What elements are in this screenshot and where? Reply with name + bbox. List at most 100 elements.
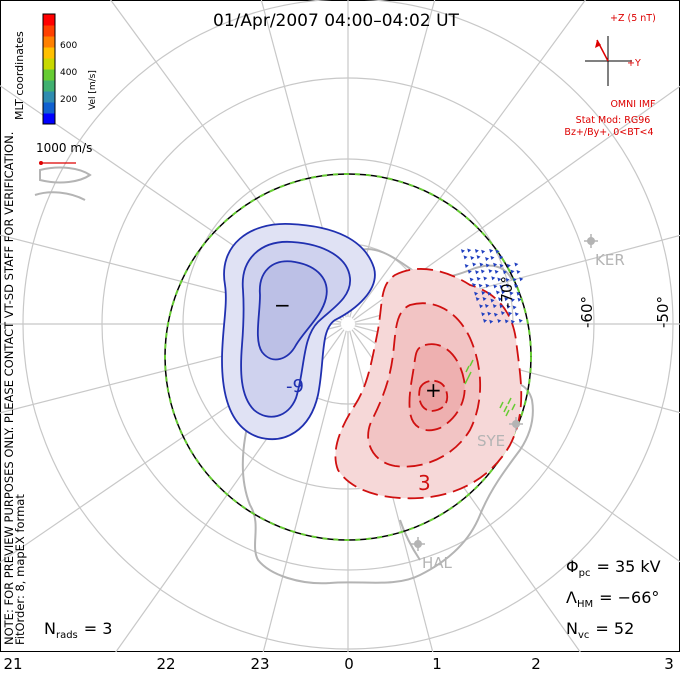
velocity-vector bbox=[483, 276, 488, 281]
velocity-vector bbox=[514, 262, 519, 267]
velocity-vector bbox=[516, 291, 521, 296]
velocity-vector bbox=[485, 256, 490, 261]
imf-model-2: Bz+/By+, 0<BT<4 bbox=[564, 127, 653, 138]
velocity-vector bbox=[467, 371, 472, 379]
preview-note: NOTE: FOR PREVIEW PURPOSES ONLY. PLEASE … bbox=[2, 132, 16, 645]
hmb-boundary-green bbox=[164, 173, 532, 541]
velocity-vector bbox=[493, 284, 498, 289]
mlt-tick: 2 bbox=[531, 655, 541, 673]
colorbar-frame bbox=[42, 13, 56, 125]
velocity-vector bbox=[495, 290, 500, 295]
velocity-vector bbox=[504, 297, 509, 302]
velocity-vector bbox=[512, 305, 517, 310]
velocity-vector bbox=[518, 318, 523, 323]
velocity-vector bbox=[467, 269, 472, 274]
velocity-vector bbox=[502, 270, 507, 275]
mlt-tick: 3 bbox=[664, 655, 674, 673]
velocity-vector bbox=[510, 319, 515, 324]
velocity-vector bbox=[474, 249, 479, 254]
station-ker-label: KER bbox=[595, 251, 625, 269]
velocity-vector bbox=[469, 359, 474, 367]
station-hal-label: HAL bbox=[422, 554, 453, 572]
imf-dial bbox=[585, 36, 632, 86]
velocity-vector bbox=[481, 249, 486, 254]
velocity-vector bbox=[499, 401, 504, 409]
velocity-vector bbox=[508, 311, 513, 316]
imf-source: OMNI IMF bbox=[610, 99, 655, 110]
velocity-vector bbox=[467, 248, 472, 253]
velocity-vector bbox=[476, 255, 481, 260]
phi-pc: Φpc = 35 kV bbox=[566, 557, 661, 579]
velocity-vector bbox=[487, 311, 492, 316]
mlt-axis: 21 22 23 0 1 2 3 bbox=[3, 655, 673, 673]
colorbar-tick-600: 600 bbox=[60, 41, 77, 51]
velocity-colorbar bbox=[43, 14, 55, 125]
velocity-vector bbox=[490, 298, 495, 303]
velocity-vector bbox=[507, 397, 512, 405]
station-crosses bbox=[411, 234, 598, 551]
velocity-vector bbox=[514, 283, 519, 288]
negative-cell bbox=[221, 223, 376, 440]
velocity-vector bbox=[497, 318, 502, 323]
lambda-hm: ΛHM = −66° bbox=[566, 588, 659, 610]
velocity-vector bbox=[498, 297, 503, 302]
velocity-vector bbox=[506, 263, 511, 268]
velocity-vector bbox=[463, 255, 468, 260]
velocity-vector bbox=[475, 297, 480, 302]
velocity-vector bbox=[488, 269, 493, 274]
velocity-vector bbox=[500, 311, 505, 316]
map-title: 01/Apr/2007 04:00–04:02 UT bbox=[213, 11, 459, 31]
mlt-tick: 23 bbox=[250, 655, 269, 673]
velocity-vector bbox=[489, 319, 494, 324]
velocity-vector bbox=[464, 377, 469, 385]
mlt-tick: 0 bbox=[344, 655, 354, 673]
mlt-tick: 21 bbox=[3, 655, 22, 673]
n-rads: Nrads = 3 bbox=[44, 619, 112, 641]
velocity-vector bbox=[517, 297, 522, 302]
velocity-vectors-dawn bbox=[460, 248, 524, 324]
potential-min-marker: − bbox=[274, 293, 291, 317]
velocity-vector bbox=[464, 263, 469, 268]
velocity-vector bbox=[492, 304, 497, 309]
colorbar-segment bbox=[43, 47, 55, 59]
velocity-vector bbox=[511, 403, 516, 411]
velocity-vector bbox=[491, 276, 496, 281]
velocity-vector bbox=[493, 312, 498, 317]
velocity-vector bbox=[472, 283, 477, 288]
velocity-vector bbox=[501, 290, 506, 295]
contour-label-neg: -9 bbox=[286, 376, 304, 397]
lat-label-60: -60° bbox=[578, 296, 596, 328]
velocity-vector bbox=[485, 283, 490, 288]
colorbar-segment bbox=[43, 69, 55, 81]
lat-label-50: -50° bbox=[654, 296, 672, 328]
velocity-vector bbox=[506, 283, 511, 288]
fit-info: FitOrder: 8, mapEX format bbox=[13, 494, 27, 645]
velocity-vector bbox=[499, 284, 504, 289]
velocity-vector bbox=[479, 262, 484, 267]
velocity-vector bbox=[506, 304, 511, 309]
velocity-vector bbox=[475, 270, 480, 275]
pole-marker bbox=[341, 317, 355, 331]
velocity-vector bbox=[505, 277, 510, 282]
velocity-vector bbox=[470, 255, 475, 260]
vector-scale-dot bbox=[39, 161, 43, 165]
mlt-tick: 22 bbox=[156, 655, 175, 673]
velocity-vector bbox=[510, 297, 515, 302]
vector-scale-label: 1000 m/s bbox=[36, 141, 92, 155]
velocity-vector bbox=[476, 276, 481, 281]
velocity-vector bbox=[469, 277, 474, 282]
velocity-vector bbox=[499, 263, 504, 268]
velocity-vector bbox=[478, 283, 483, 288]
colorbar-segment bbox=[43, 91, 55, 103]
velocity-vector bbox=[504, 319, 509, 324]
colorbar-segment bbox=[43, 58, 55, 70]
stats-block: Φpc = 35 kV ΛHM = −66° Nvc = 52 Nrads = 3 bbox=[44, 557, 661, 641]
contour-label-pos: 3 bbox=[418, 471, 431, 495]
colorbar-segment bbox=[43, 14, 55, 26]
colorbar-segment bbox=[43, 80, 55, 92]
station-sye-label: SYE bbox=[477, 432, 505, 450]
velocity-vector bbox=[509, 291, 514, 296]
velocity-vector bbox=[481, 312, 486, 317]
imf-y-label: +Y bbox=[627, 58, 641, 69]
n-vc: Nvc = 52 bbox=[566, 619, 634, 641]
